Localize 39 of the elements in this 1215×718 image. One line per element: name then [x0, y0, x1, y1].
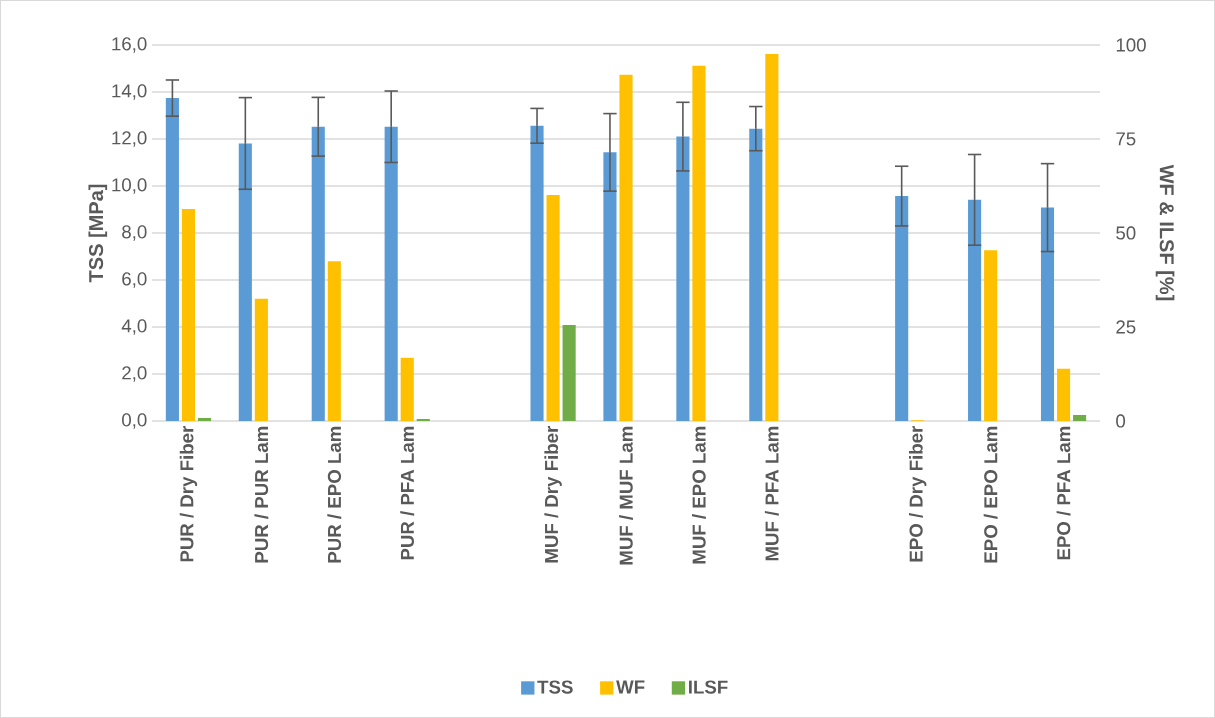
bar: [1040, 207, 1055, 421]
x-tick-label: MUF / PFA Lam: [764, 426, 779, 561]
y-tick-label: 6,0: [122, 272, 147, 288]
x-tick-label: MUF / EPO Lam: [691, 426, 706, 564]
y2-tick-label: 75: [1116, 132, 1136, 146]
x-tick-label: EPO / Dry Fiber: [909, 426, 927, 562]
bar: [384, 126, 398, 421]
y2-tick-label: 25: [1116, 320, 1136, 334]
x-tick-label: PUR / PFA Lam: [400, 426, 415, 560]
y-tick-label: 0,0: [122, 413, 147, 429]
legend-label: ILSF: [689, 680, 728, 694]
bar: [562, 325, 576, 421]
bar: [1073, 414, 1087, 421]
y-axis-title: TSS [MPa]: [88, 184, 108, 283]
x-tick-label: EPO / EPO Lam: [983, 426, 998, 563]
bar: [1057, 368, 1071, 421]
y2-tick-label: 100: [1116, 38, 1146, 52]
legend-label: TSS: [537, 680, 573, 694]
y-tick-label: 2,0: [122, 366, 147, 382]
bar: [895, 196, 909, 421]
bar: [197, 417, 212, 421]
x-tick-label: MUF / MUF Lam: [619, 426, 633, 565]
y2-axis-title: WF & ILSF [%]: [1155, 164, 1175, 301]
x-tick-label: EPO / PFA Lam: [1056, 426, 1071, 560]
x-tick-label: PUR / Dry Fiber: [179, 426, 198, 562]
x-tick-label: PUR / PUR Lam: [254, 426, 269, 563]
bar: [400, 357, 414, 421]
y-tick-label: 4,0: [121, 319, 147, 335]
x-tick-label: MUF / Dry Fiber: [544, 426, 562, 563]
y2-tick-label: 50: [1116, 226, 1136, 240]
y-tick-label: 8,0: [122, 225, 147, 241]
y-tick-label: 12,0: [112, 131, 147, 147]
bar: [238, 143, 252, 421]
y-tick-label: 10,0: [112, 178, 147, 194]
y-tick-label: 16,0: [112, 37, 147, 53]
y-tick-label: 14,0: [112, 84, 147, 100]
legend-label: WF: [616, 680, 645, 694]
y2-tick-label: 0: [1116, 414, 1126, 428]
x-tick-label: PUR / EPO Lam: [327, 426, 342, 563]
